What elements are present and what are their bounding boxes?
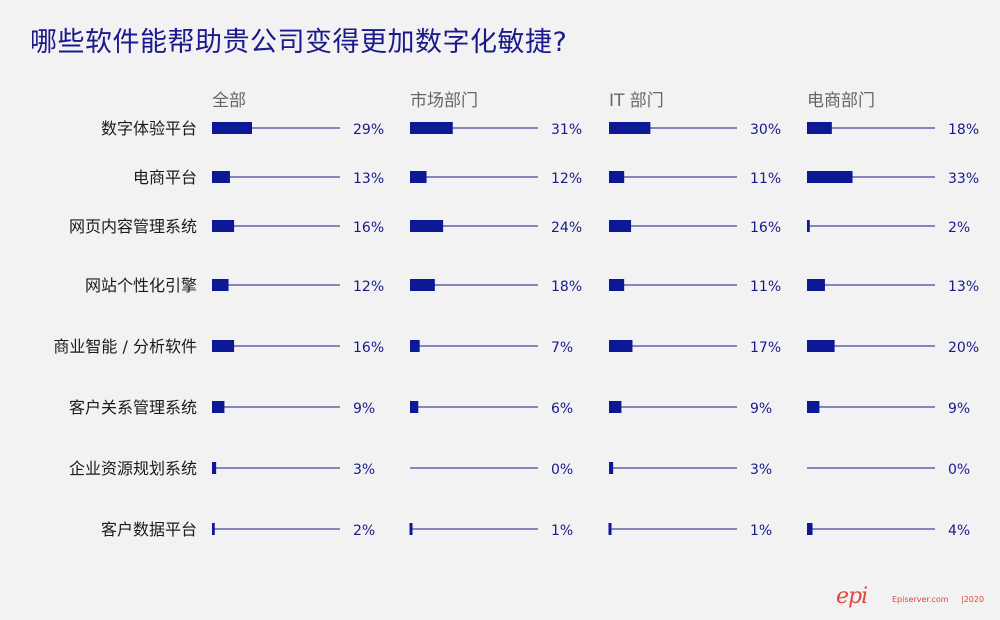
bar [807, 340, 835, 352]
data-label: 12% [353, 279, 384, 295]
bar [410, 279, 435, 291]
data-label: 3% [353, 462, 375, 478]
bar [609, 171, 625, 183]
data-label: 6% [551, 401, 573, 417]
episerver-logo: epi [836, 584, 868, 609]
bar [609, 122, 651, 134]
bar [212, 340, 235, 352]
data-label: 1% [750, 523, 772, 539]
panel-header: 全部 [212, 91, 246, 111]
category-label: 电商平台 [133, 168, 197, 187]
data-label: 2% [353, 523, 375, 539]
data-label: 13% [353, 171, 384, 187]
panel-header: 电商部门 [807, 91, 875, 111]
data-label: 20% [948, 340, 979, 356]
bar [212, 122, 253, 134]
bar [609, 523, 612, 535]
data-label: 11% [750, 279, 781, 295]
bar [807, 279, 825, 291]
bar [212, 401, 225, 413]
data-label: 18% [551, 279, 582, 295]
category-label: 商业智能 / 分析软件 [53, 337, 197, 356]
data-label: 0% [948, 462, 970, 478]
bar [807, 220, 810, 232]
chart-title: 哪些软件能帮助贵公司变得更加数字化敏捷? [30, 27, 568, 58]
bar [212, 462, 217, 474]
footer-year: |2020 [961, 595, 985, 604]
data-label: 16% [750, 220, 781, 236]
data-label: 9% [948, 401, 970, 417]
data-label: 12% [551, 171, 582, 187]
bar [212, 279, 229, 291]
data-label: 18% [948, 122, 979, 138]
data-label: 24% [551, 220, 582, 236]
data-label: 16% [353, 340, 384, 356]
data-label: 11% [750, 171, 781, 187]
data-label: 2% [948, 220, 970, 236]
data-label: 0% [551, 462, 573, 478]
bar [410, 122, 453, 134]
data-label: 30% [750, 122, 781, 138]
category-label: 数字体验平台 [101, 119, 197, 138]
data-label: 13% [948, 279, 979, 295]
data-label: 4% [948, 523, 970, 539]
bar [807, 122, 832, 134]
bar [609, 462, 614, 474]
category-label: 客户数据平台 [101, 520, 197, 539]
data-label: 29% [353, 122, 384, 138]
data-label: 17% [750, 340, 781, 356]
bar [609, 401, 622, 413]
bar [609, 279, 625, 291]
bar [807, 401, 820, 413]
bar [410, 220, 444, 232]
bar [807, 171, 853, 183]
data-label: 16% [353, 220, 384, 236]
bar [212, 220, 235, 232]
data-label: 31% [551, 122, 582, 138]
bar [609, 220, 632, 232]
bar [807, 523, 813, 535]
bar [410, 340, 420, 352]
data-label: 9% [353, 401, 375, 417]
bar [410, 401, 419, 413]
bar [410, 523, 413, 535]
data-label: 7% [551, 340, 573, 356]
bar [212, 171, 230, 183]
category-label: 客户关系管理系统 [69, 398, 197, 417]
category-label: 网页内容管理系统 [69, 217, 197, 236]
data-label: 3% [750, 462, 772, 478]
footer-url: Episerver.com [892, 595, 949, 604]
data-label: 1% [551, 523, 573, 539]
category-label: 企业资源规划系统 [69, 459, 197, 478]
bar [212, 523, 215, 535]
panel-header: 市场部门 [410, 91, 478, 111]
panel-header: IT 部门 [609, 91, 664, 111]
data-label: 33% [948, 171, 979, 187]
bar [410, 171, 427, 183]
data-label: 9% [750, 401, 772, 417]
category-label: 网站个性化引擎 [85, 276, 197, 295]
bar [609, 340, 633, 352]
